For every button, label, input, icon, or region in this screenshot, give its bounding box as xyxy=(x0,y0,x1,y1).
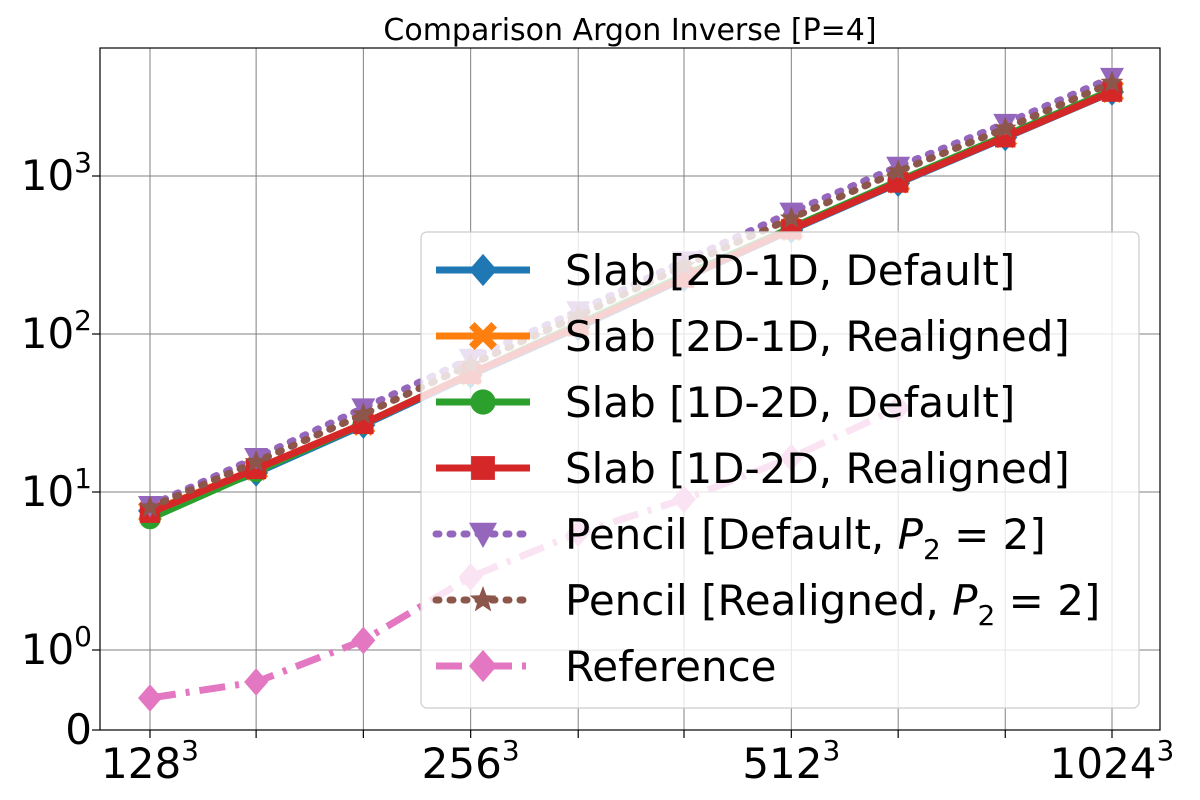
x-tick-label: 10243 xyxy=(1050,734,1175,788)
legend-marker xyxy=(471,456,495,480)
data-point xyxy=(244,668,269,696)
legend: Slab [2D-1D, Default] Slab [2D-1D, Realig… xyxy=(420,231,1140,709)
y-tick-label: 0 xyxy=(65,705,92,754)
legend-label: Pencil [Realigned, P2 = 2] xyxy=(565,576,1100,632)
y-tick-label: 102 xyxy=(21,304,92,358)
chart-title: Comparison Argon Inverse [P=4] xyxy=(383,13,876,48)
legend-marker xyxy=(469,522,497,548)
data-point xyxy=(993,116,1017,139)
series-line xyxy=(146,79,1116,511)
legend-label: Slab [2D-1D, Default] xyxy=(565,246,1015,295)
data-point xyxy=(244,449,268,472)
data-point xyxy=(1100,70,1124,93)
legend-label: Slab [1D-2D, Realigned] xyxy=(565,444,1070,493)
y-tick-label: 100 xyxy=(21,620,92,674)
x-tick-label: 2563 xyxy=(422,734,520,788)
legend-label: Reference xyxy=(565,642,777,691)
data-point xyxy=(138,684,162,712)
legend-label: Pencil [Default, P2 = 2] xyxy=(565,510,1046,566)
data-point xyxy=(779,206,803,228)
legend-marker xyxy=(469,253,497,287)
legend-marker xyxy=(469,586,497,612)
data-point xyxy=(351,402,375,425)
y-tick-label: 103 xyxy=(21,146,92,200)
legend-label: Slab [1D-2D, Default] xyxy=(565,378,1015,427)
plot-frame xyxy=(99,47,1161,731)
x-tick-label: 5123 xyxy=(742,734,840,788)
legend-marker xyxy=(469,322,497,350)
data-point xyxy=(351,626,376,655)
data-point xyxy=(886,159,910,182)
data-point xyxy=(138,495,162,518)
legend-label: Slab [2D-1D, Realigned] xyxy=(565,312,1070,361)
x-tick-label: 1283 xyxy=(101,734,199,788)
legend-marker xyxy=(469,649,497,683)
legend-marker xyxy=(470,389,496,415)
axis-ticks: 1283 2563 5123 10243 0 100 101 102 103 xyxy=(21,146,1175,788)
legend-box xyxy=(420,231,1140,709)
y-tick-label: 101 xyxy=(21,462,92,516)
